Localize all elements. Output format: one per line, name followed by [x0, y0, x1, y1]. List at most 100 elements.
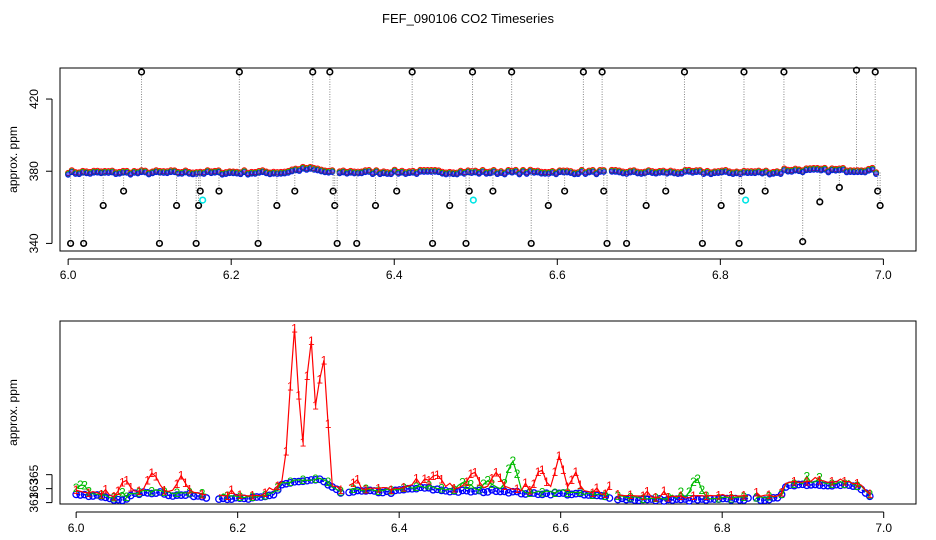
series-3-marker — [458, 486, 467, 495]
rejected-point — [199, 196, 207, 204]
series-2-marker-label: 2 — [186, 486, 193, 500]
series-3-marker — [483, 488, 492, 496]
series-2-marker-label: 2 — [463, 478, 470, 492]
series-2-marker-label: 2 — [791, 477, 798, 491]
series-1-marker-label: 1 — [493, 465, 500, 479]
series-2-marker-label: 2 — [312, 472, 319, 486]
series-1-marker-label: 1 — [85, 486, 92, 500]
series-1-marker-label: 1 — [300, 436, 307, 450]
series-2-marker-label: 2 — [552, 486, 559, 500]
series-1-marker-label: 1 — [321, 353, 328, 367]
series-3-marker — [72, 490, 81, 499]
series-3-marker — [114, 495, 122, 504]
figure-title: FEF_090106 CO2 Timeseries — [382, 11, 554, 26]
series-3-marker — [143, 489, 152, 497]
series-1-marker-label: 1 — [312, 399, 319, 413]
series-3-marker — [147, 489, 156, 498]
series-1-marker-label: 1 — [476, 474, 483, 488]
outlier-point — [735, 239, 743, 248]
series-2-marker-label: 2 — [526, 486, 533, 500]
series-2-marker-label: 2 — [778, 487, 785, 501]
series-2-marker-label: 2 — [73, 481, 80, 495]
series-1-marker-label: 1 — [489, 471, 496, 485]
outlier-point — [874, 187, 882, 195]
y-axis: 340 380 420 — [27, 89, 53, 253]
series-1-line — [76, 328, 871, 499]
series-2-marker-label: 2 — [816, 470, 823, 484]
series-1-marker-label: 1 — [615, 487, 622, 501]
series-3-marker — [504, 488, 513, 497]
x-tick-label: 7.0 — [875, 521, 892, 535]
series-3-marker — [475, 486, 484, 495]
series-1-marker-label: 1 — [161, 484, 168, 498]
outlier-point — [816, 198, 824, 206]
series-1-marker-label: 1 — [543, 475, 550, 489]
series-3-marker — [794, 480, 803, 489]
series-3-marker — [219, 494, 227, 503]
series-1-marker-label: 1 — [136, 484, 143, 498]
series-2-marker-label: 2 — [505, 462, 512, 476]
series-2-marker-label: 2 — [123, 490, 130, 504]
series-1-marker-label: 1 — [854, 476, 861, 490]
outlier-point — [291, 187, 299, 195]
outlier-point — [408, 68, 416, 76]
series-1-marker-label: 1 — [350, 476, 357, 490]
series-3-marker — [454, 488, 463, 496]
series-3-marker — [202, 494, 211, 502]
series-3-marker — [605, 494, 614, 502]
series-1-marker-label: 1 — [115, 484, 122, 498]
series-1-marker-label: 1 — [564, 480, 571, 494]
raw-outlier-series — [66, 66, 884, 248]
series-2-marker-label: 2 — [829, 477, 836, 491]
series-2-marker-label: 2 — [577, 485, 584, 499]
outlier-point — [835, 183, 843, 192]
series-1-marker-label: 1 — [438, 473, 445, 487]
x-tick-label: 6.6 — [552, 521, 569, 535]
series-1-marker-label: 1 — [375, 482, 382, 496]
series-1-marker-label: 1 — [102, 483, 109, 497]
series-3-marker — [542, 489, 551, 498]
outlier-point — [468, 68, 477, 76]
series-2-marker-label: 2 — [262, 489, 269, 503]
outlier-point — [119, 187, 128, 195]
outlier-point — [544, 201, 552, 210]
series-1-marker-label: 1 — [531, 477, 538, 491]
series-2-marker-label: 2 — [426, 479, 433, 493]
series-2-marker-label: 2 — [287, 475, 294, 489]
series-2-marker-label: 2 — [484, 474, 491, 488]
series-1-marker-label: 1 — [573, 465, 580, 479]
outlier-point — [446, 201, 454, 210]
series-2-marker-label: 2 — [602, 489, 609, 503]
series-2-marker-label: 2 — [375, 484, 382, 498]
series-1-marker-label: 1 — [472, 465, 479, 479]
series-3-marker — [509, 487, 517, 496]
series-3-marker — [500, 487, 509, 496]
series-1-marker-label: 1 — [119, 475, 126, 489]
outlier-point — [561, 187, 569, 195]
outlier-point — [799, 238, 807, 246]
series-2-marker-label: 2 — [237, 490, 244, 504]
series-2-marker-label: 2 — [489, 477, 496, 491]
series-3-marker — [815, 481, 824, 489]
series-3-marker — [727, 496, 736, 504]
series-1-marker-label: 1 — [153, 470, 160, 484]
series-2-marker-label: 2 — [686, 485, 693, 499]
series-2-marker-label: 2 — [803, 469, 810, 483]
series-1-marker-label: 1 — [174, 477, 181, 491]
plot-frame — [59, 320, 917, 505]
series-1-marker-label: 1 — [866, 487, 873, 501]
y-axis-label: approx. ppm — [6, 379, 20, 446]
outlier-point — [761, 187, 769, 195]
series-1-marker-label: 1 — [690, 489, 697, 503]
series-3-marker — [865, 492, 874, 501]
series-1-marker-label: 1 — [577, 478, 584, 492]
series-2-marker-label: 2 — [111, 491, 118, 505]
series-3-marker — [420, 484, 429, 492]
series-3-marker — [462, 486, 471, 495]
outlier-point — [80, 239, 88, 248]
series-3-marker — [248, 493, 257, 502]
y-tick-label: 340 — [27, 233, 41, 253]
outlier-point — [871, 68, 879, 76]
